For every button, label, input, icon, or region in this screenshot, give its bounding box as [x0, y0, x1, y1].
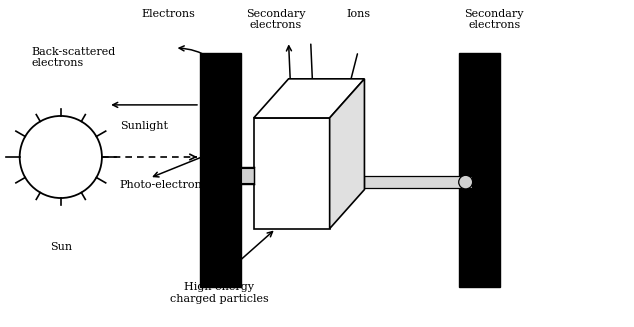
Bar	[460, 53, 500, 287]
Text: Sun: Sun	[49, 242, 72, 251]
Text: Back-scattered
electrons: Back-scattered electrons	[31, 47, 115, 68]
Ellipse shape	[20, 116, 102, 198]
Bar	[241, 168, 254, 183]
Text: Electrons: Electrons	[141, 9, 195, 19]
Polygon shape	[330, 79, 365, 229]
Bar	[254, 118, 330, 229]
Text: Secondary
electrons: Secondary electrons	[246, 9, 306, 30]
Text: Photo-electrons: Photo-electrons	[120, 180, 208, 190]
Text: Secondary
electrons: Secondary electrons	[464, 9, 524, 30]
Bar	[200, 53, 241, 287]
Text: Ions: Ions	[346, 9, 370, 19]
Text: Sunlight: Sunlight	[120, 121, 167, 131]
Bar	[365, 176, 472, 188]
Ellipse shape	[459, 175, 472, 189]
Text: High energy
charged particles: High energy charged particles	[169, 282, 268, 304]
Polygon shape	[254, 79, 365, 118]
